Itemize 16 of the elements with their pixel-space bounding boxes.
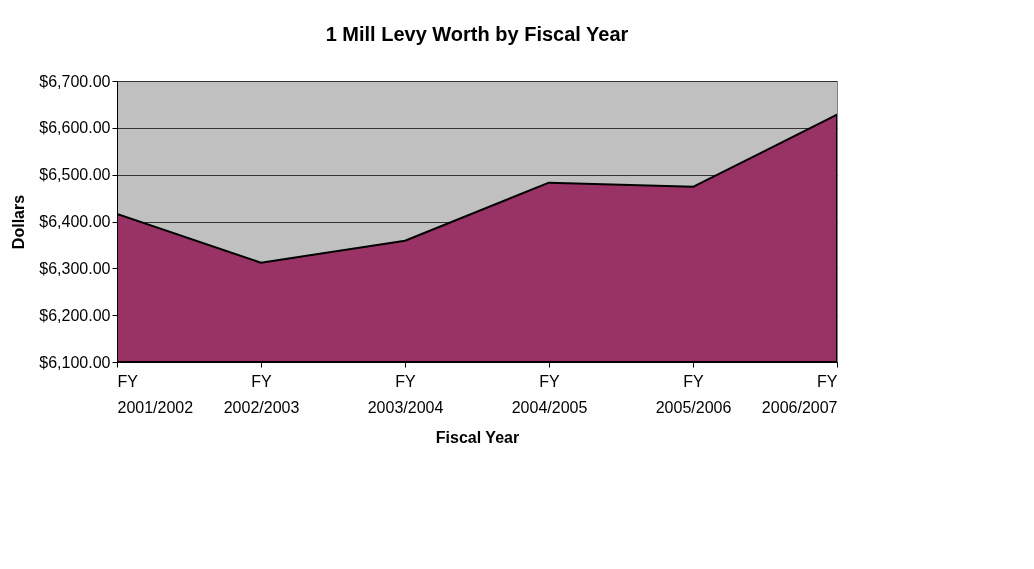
chart-title: 1 Mill Levy Worth by Fiscal Year: [325, 23, 629, 45]
x-tick-label: FY 2003/2004: [367, 372, 444, 416]
x-tick-label: FY 2006/2007: [761, 372, 838, 416]
x-tick-label: FY 2005/2006: [655, 372, 732, 416]
x-tick-label: FY 2001/2002: [117, 372, 194, 416]
x-axis-title: Fiscal Year: [435, 428, 520, 446]
y-tick-label: $6,200.00: [39, 306, 111, 324]
y-axis-title: Dollars: [10, 194, 28, 250]
y-tick-label: $6,100.00: [39, 353, 111, 371]
x-tick-label: FY 2002/2003: [223, 372, 300, 416]
x-tick-label: FY 2004/2005: [511, 372, 588, 416]
y-tick-label: $6,300.00: [39, 259, 111, 277]
y-tick-label: $6,500.00: [39, 166, 111, 184]
y-tick-label: $6,600.00: [39, 119, 111, 137]
y-tick-label: $6,700.00: [39, 72, 111, 90]
y-tick-label: $6,400.00: [39, 213, 111, 230]
